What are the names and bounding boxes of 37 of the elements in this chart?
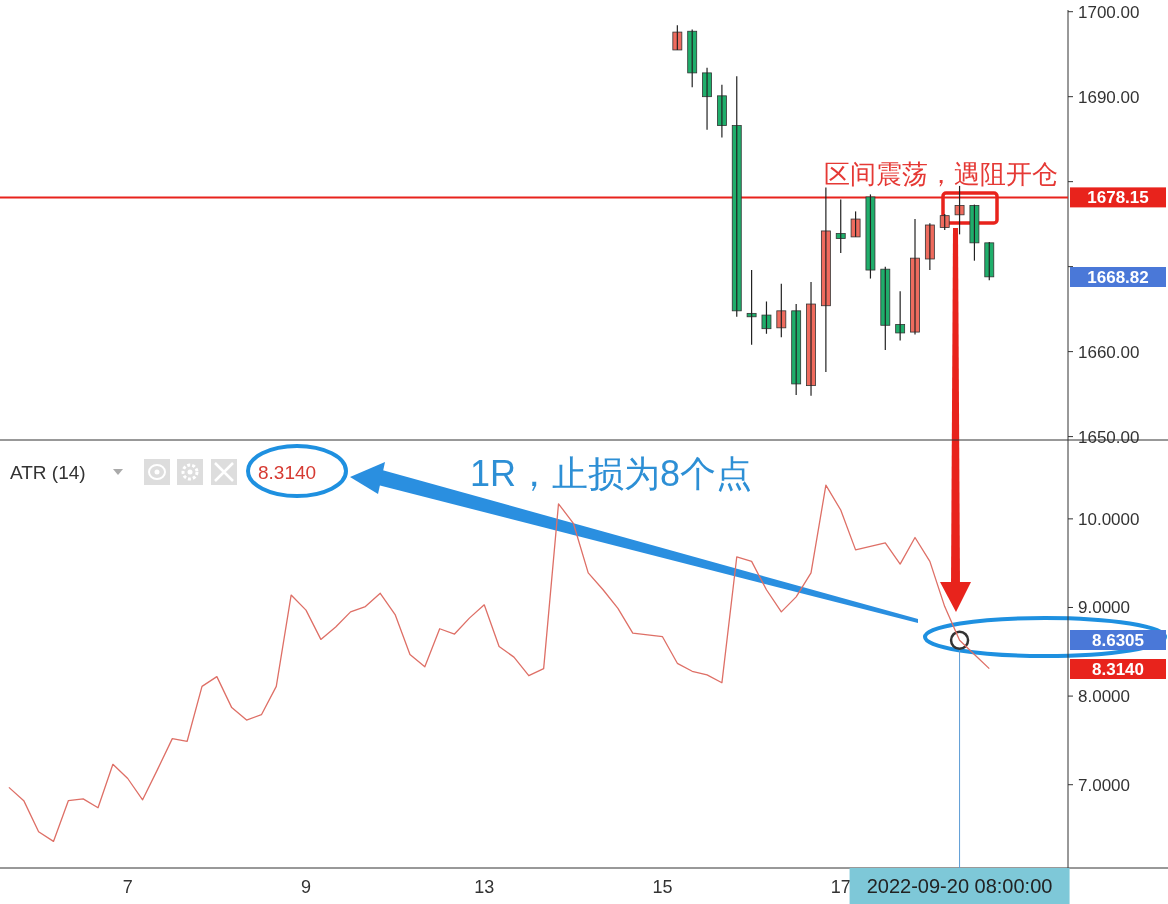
- candlestick: [746, 269, 757, 346]
- candlestick: [761, 300, 772, 335]
- text: 8.6305: [1092, 631, 1144, 650]
- y-tick-label: 9.0000: [1078, 598, 1130, 618]
- candlestick: [672, 24, 683, 51]
- annotation: 区间震荡，遇阻开仓: [824, 159, 1058, 189]
- y-tick-label: 1690.00: [1078, 87, 1140, 107]
- x-tick-label: 2022-09-20 08:00:00: [866, 875, 1053, 897]
- x-tick-label: 13: [474, 877, 495, 897]
- text: ATR (14): [10, 462, 86, 483]
- candlestick: [880, 266, 891, 351]
- y-tick-label: 1700.00: [1078, 2, 1140, 22]
- candlestick: [969, 204, 980, 262]
- x-tick-label: 17: [830, 877, 851, 897]
- annotation: 8.3140: [258, 462, 317, 483]
- candlestick: [731, 75, 742, 318]
- x-tick-label: 15: [652, 877, 673, 897]
- text: 1668.82: [1087, 268, 1149, 287]
- y-tick-label: 1660.00: [1078, 342, 1140, 362]
- y-tick-label: 7.0000: [1078, 775, 1130, 795]
- ref-line-label: 1678.15: [1087, 188, 1149, 208]
- candlestick: [687, 28, 698, 88]
- candlestick: [984, 241, 995, 281]
- y-tick-label: 10.0000: [1078, 509, 1140, 529]
- y-tick-label: 1650.00: [1078, 427, 1140, 447]
- annotation: 1R，止损为8个点: [470, 453, 753, 494]
- candlestick: [791, 303, 802, 396]
- y-tick-label: 8.0000: [1078, 687, 1130, 707]
- candlestick: [850, 210, 861, 238]
- x-tick-label: 7: [122, 877, 133, 897]
- x-tick-label: 9: [300, 877, 311, 897]
- candlestick: [895, 290, 906, 342]
- candlestick: [954, 185, 965, 235]
- text: 8.3140: [1092, 660, 1144, 679]
- candlestick: [776, 283, 787, 338]
- candlestick: [865, 193, 876, 280]
- candlestick: [835, 198, 846, 254]
